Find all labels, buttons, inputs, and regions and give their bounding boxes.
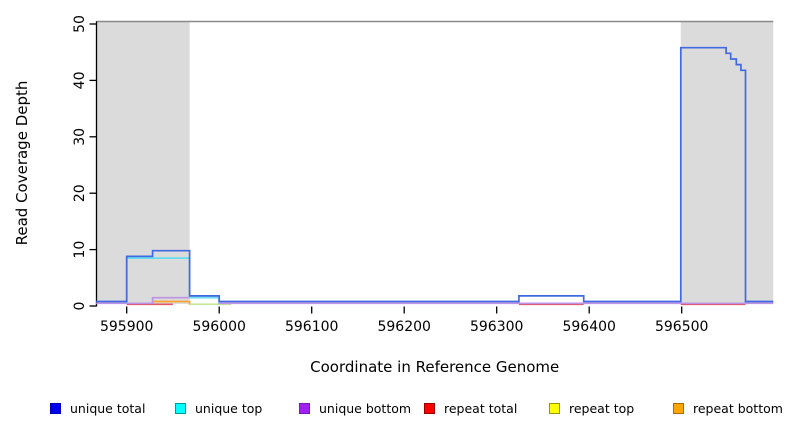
x-tick-label: 596000 — [192, 319, 245, 335]
legend-swatch-repeat-total-icon — [424, 402, 435, 414]
legend-swatch-unique-bottom-icon — [299, 402, 310, 414]
legend-swatch-repeat-top-icon — [549, 402, 560, 414]
legend-item-repeat-top: repeat top — [549, 394, 634, 422]
y-tick-label: 10 — [72, 241, 88, 259]
legend-label: repeat bottom — [693, 400, 783, 416]
y-tick-label: 0 — [72, 302, 88, 311]
x-tick-label: 596200 — [377, 319, 430, 335]
legend-item-repeat-bottom: repeat bottom — [673, 394, 783, 422]
repeat-region-shading-right — [680, 21, 774, 304]
y-tick-label: 50 — [72, 15, 88, 33]
legend-item-unique-total: unique total — [50, 394, 145, 422]
y-tick-label: 40 — [72, 71, 88, 89]
x-axis-title: Coordinate in Reference Genome — [310, 358, 559, 376]
x-tick-label: 596500 — [655, 319, 708, 335]
x-tick-label: 596100 — [285, 319, 338, 335]
plot-area: 0 10 20 30 40 50 595900 596000 596100 596200 59630… — [13, 15, 774, 376]
repeat-region-shading-left — [96, 21, 190, 304]
y-axis-title: Read Coverage Depth — [13, 81, 31, 246]
series-unique-bottom — [96, 296, 774, 305]
legend-label: unique top — [195, 400, 263, 416]
x-tick-label: 596400 — [562, 319, 615, 335]
legend-label: repeat top — [569, 400, 635, 416]
legend-swatch-unique-total-icon — [50, 402, 61, 414]
legend-swatch-unique-top-icon — [175, 402, 186, 414]
x-tick-label: 595900 — [100, 319, 153, 335]
legend: unique total unique top unique bottom repea… — [0, 394, 792, 424]
legend-item-unique-top: unique top — [175, 394, 262, 422]
legend-item-unique-bottom: unique bottom — [299, 394, 411, 422]
x-tick-label: 596300 — [470, 319, 523, 335]
series-repeat-top — [188, 303, 232, 306]
legend-item-repeat-total: repeat total — [424, 394, 517, 422]
legend-swatch-repeat-bottom-icon — [673, 402, 684, 414]
legend-label: repeat total — [444, 400, 518, 416]
y-tick-label: 20 — [72, 184, 88, 202]
y-tick-label: 30 — [72, 128, 88, 146]
legend-label: unique total — [70, 400, 146, 416]
series-unique-total — [96, 46, 774, 303]
legend-label: unique bottom — [319, 400, 412, 416]
